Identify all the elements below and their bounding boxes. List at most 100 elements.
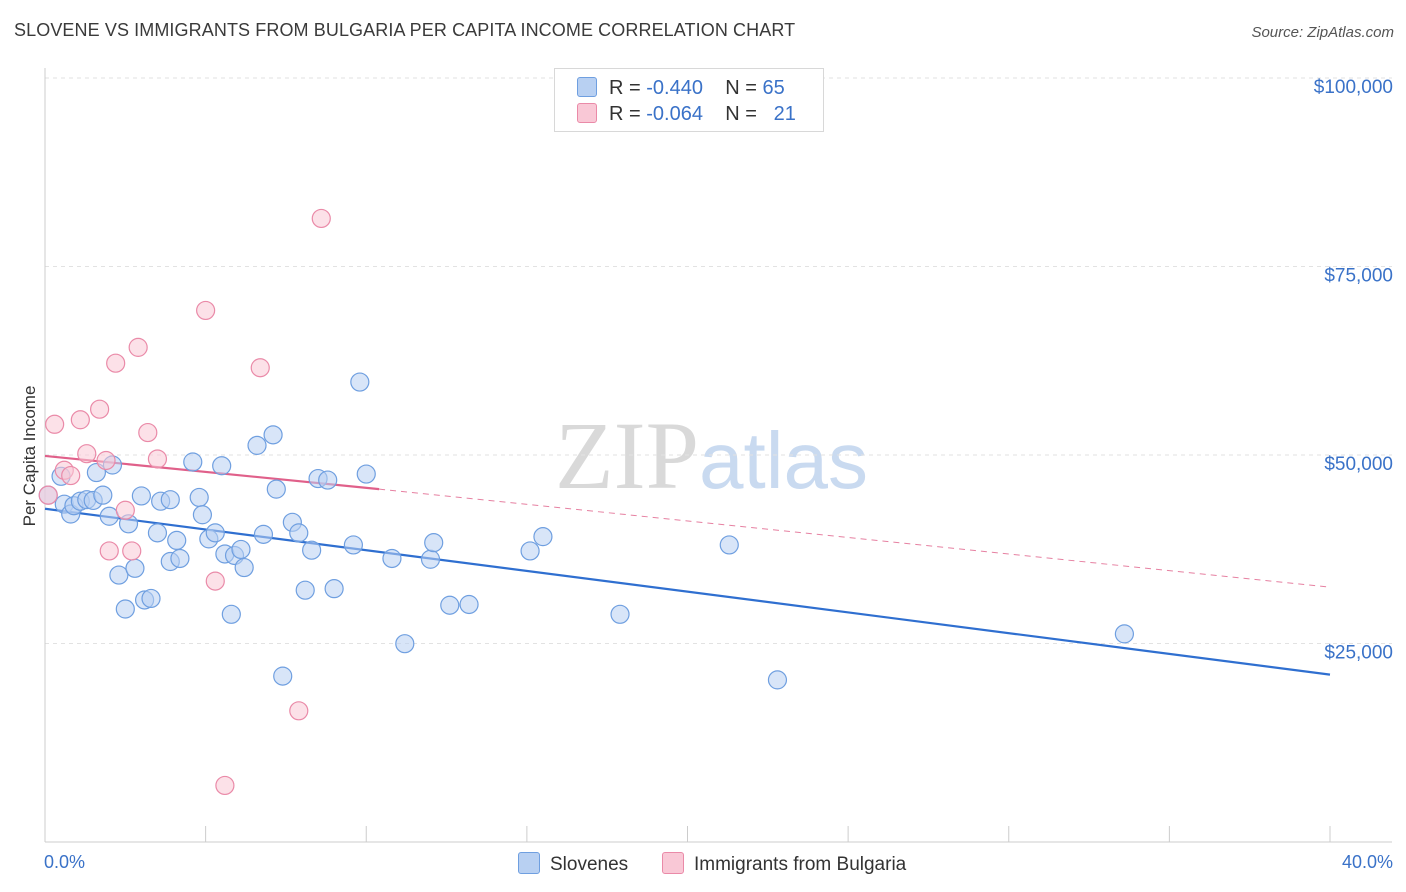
data-point	[221, 604, 241, 624]
x-tick-label-min: 0.0%	[44, 852, 85, 872]
data-point	[767, 670, 788, 690]
legend-swatch-bulgaria	[577, 103, 597, 123]
data-point	[196, 300, 216, 321]
bottom-legend-swatch-bulgaria	[662, 852, 684, 874]
data-point	[318, 470, 338, 490]
data-point	[205, 571, 225, 591]
legend-r-value: -0.440	[646, 77, 703, 99]
data-point	[273, 666, 293, 686]
data-point	[205, 523, 225, 543]
legend-n-value: 65	[762, 77, 785, 99]
series-bulgaria-points	[38, 208, 331, 796]
data-point	[250, 358, 270, 378]
chart-source: Source: ZipAtlas.com	[1251, 24, 1394, 41]
data-point	[109, 565, 129, 585]
legend-r-label: R =	[609, 77, 647, 99]
data-point	[440, 595, 460, 615]
correlation-legend: R = -0.440 N = 65 R = -0.064 N = 21	[554, 68, 824, 132]
legend-row-bulgaria: R = -0.064 N = 21	[577, 103, 796, 126]
bottom-legend-bulgaria: Immigrants from Bulgaria	[662, 852, 906, 876]
data-point	[343, 535, 363, 555]
trend-line-slovenes	[44, 507, 1331, 676]
data-point	[115, 599, 135, 619]
data-point	[289, 523, 309, 543]
data-point	[356, 464, 376, 484]
legend-r-label: R =	[609, 103, 647, 125]
data-point	[295, 580, 315, 600]
data-point	[160, 490, 180, 510]
data-point	[122, 541, 142, 561]
watermark-atlas: atlas	[699, 416, 868, 505]
axis-labels: $100,000 $75,000 $50,000 $25,000 0.0% 40.0% Pe…	[20, 77, 1393, 872]
data-point	[147, 523, 168, 543]
data-point	[77, 444, 97, 464]
data-point	[263, 425, 283, 445]
data-point	[289, 701, 309, 721]
bottom-legend-slovenes: Slovenes	[518, 852, 628, 876]
data-point	[99, 541, 119, 561]
data-point	[138, 422, 158, 443]
data-point	[183, 452, 203, 472]
data-point	[170, 548, 190, 569]
data-point	[99, 506, 119, 526]
data-point	[167, 530, 187, 551]
y-tick-label: $25,000	[1324, 643, 1393, 664]
data-point	[90, 399, 110, 419]
data-point	[382, 548, 402, 569]
trend-line-bulgaria-extension	[379, 488, 1331, 588]
data-point	[424, 533, 444, 553]
bottom-legend-label: Immigrants from Bulgaria	[694, 854, 907, 875]
axes	[44, 68, 1392, 843]
data-point	[115, 500, 135, 520]
data-point	[38, 485, 58, 505]
y-axis-label: Per Capita Income	[20, 386, 39, 527]
data-point	[1114, 624, 1135, 644]
data-point	[533, 527, 553, 547]
chart-title: SLOVENE VS IMMIGRANTS FROM BULGARIA PER …	[14, 20, 796, 40]
data-point	[96, 450, 116, 471]
data-point	[212, 456, 232, 476]
data-point	[93, 485, 113, 505]
data-point	[253, 524, 274, 544]
data-point	[520, 541, 540, 561]
legend-swatch-slovenes	[577, 77, 597, 97]
data-point	[231, 539, 251, 560]
y-tick-label: $75,000	[1324, 266, 1393, 287]
data-point	[131, 486, 151, 506]
legend-n-value: 21	[773, 103, 796, 125]
data-points	[38, 208, 1135, 796]
data-point	[247, 435, 267, 455]
data-point	[420, 549, 441, 569]
data-point	[215, 775, 235, 796]
x-tick-label-max: 40.0%	[1342, 852, 1393, 872]
data-point	[125, 558, 145, 578]
data-point	[610, 604, 630, 624]
data-point	[302, 540, 322, 560]
data-point	[395, 634, 415, 654]
watermark-zip: ZIP	[555, 402, 699, 509]
legend-n-label: N =	[725, 103, 763, 125]
data-point	[266, 479, 286, 499]
bottom-legend-swatch-slovenes	[518, 852, 540, 874]
legend-r-value: -0.064	[646, 103, 703, 125]
data-point	[147, 449, 168, 469]
series-slovenes-points	[38, 372, 1135, 690]
data-point	[106, 353, 126, 373]
data-point	[311, 208, 331, 229]
data-point	[192, 505, 213, 525]
zipatlas-watermark: ZIPatlas	[555, 400, 868, 511]
data-point	[61, 465, 81, 486]
data-point	[70, 410, 90, 430]
bottom-legend-label: Slovenes	[550, 854, 629, 875]
data-point	[45, 414, 65, 434]
legend-n-label: N =	[725, 77, 763, 99]
legend-row-slovenes: R = -0.440 N = 65	[577, 77, 785, 100]
data-point	[324, 579, 344, 599]
data-point	[189, 487, 209, 508]
y-tick-label: $100,000	[1314, 77, 1393, 98]
data-point	[234, 557, 254, 578]
data-point	[128, 337, 148, 357]
data-point	[459, 594, 479, 615]
data-point	[719, 535, 739, 555]
